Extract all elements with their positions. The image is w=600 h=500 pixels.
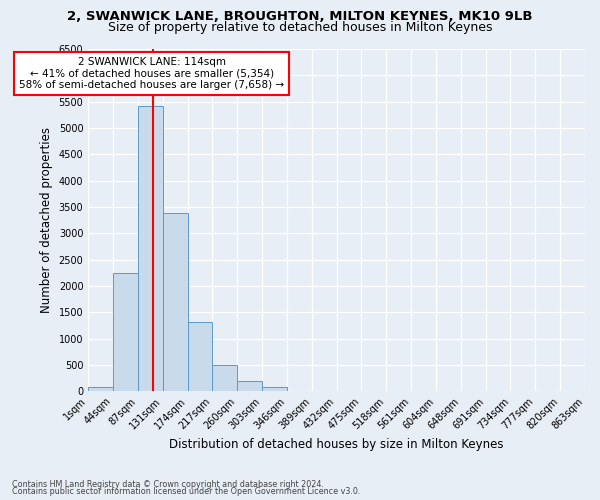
Bar	[138, 106, 163, 391]
Bar	[113, 272, 138, 391]
Y-axis label: Number of detached properties: Number of detached properties	[40, 127, 53, 313]
Bar	[262, 387, 287, 391]
Text: Contains public sector information licensed under the Open Government Licence v3: Contains public sector information licen…	[12, 487, 361, 496]
Text: 2, SWANWICK LANE, BROUGHTON, MILTON KEYNES, MK10 9LB: 2, SWANWICK LANE, BROUGHTON, MILTON KEYN…	[67, 10, 533, 23]
Text: Contains HM Land Registry data © Crown copyright and database right 2024.: Contains HM Land Registry data © Crown c…	[12, 480, 324, 489]
Bar	[163, 214, 188, 391]
Bar	[212, 366, 237, 391]
Text: 2 SWANWICK LANE: 114sqm
← 41% of detached houses are smaller (5,354)
58% of semi: 2 SWANWICK LANE: 114sqm ← 41% of detache…	[19, 57, 284, 90]
X-axis label: Distribution of detached houses by size in Milton Keynes: Distribution of detached houses by size …	[169, 438, 504, 451]
Bar	[88, 387, 113, 391]
Text: Size of property relative to detached houses in Milton Keynes: Size of property relative to detached ho…	[108, 21, 492, 34]
Bar	[188, 322, 212, 391]
Bar	[237, 382, 262, 391]
